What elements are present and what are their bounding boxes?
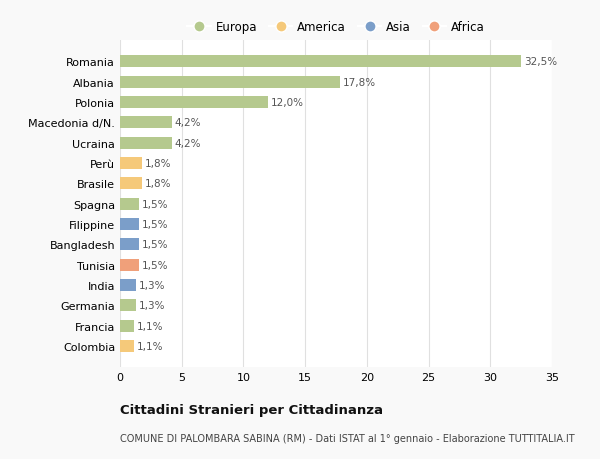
Text: 32,5%: 32,5% xyxy=(524,57,557,67)
Text: 1,5%: 1,5% xyxy=(142,260,168,270)
Text: 1,3%: 1,3% xyxy=(139,301,166,311)
Text: Cittadini Stranieri per Cittadinanza: Cittadini Stranieri per Cittadinanza xyxy=(120,403,383,416)
Text: 1,8%: 1,8% xyxy=(145,159,172,168)
Bar xyxy=(120,56,521,68)
Text: COMUNE DI PALOMBARA SABINA (RM) - Dati ISTAT al 1° gennaio - Elaborazione TUTTIT: COMUNE DI PALOMBARA SABINA (RM) - Dati I… xyxy=(120,433,575,442)
Text: 1,5%: 1,5% xyxy=(142,199,168,209)
Bar xyxy=(120,137,172,150)
Text: 1,1%: 1,1% xyxy=(137,321,163,331)
Text: 1,8%: 1,8% xyxy=(145,179,172,189)
Bar xyxy=(120,178,142,190)
Text: 12,0%: 12,0% xyxy=(271,98,304,108)
Text: 1,3%: 1,3% xyxy=(139,280,166,291)
Bar xyxy=(120,300,136,312)
Bar xyxy=(120,259,139,271)
Text: 17,8%: 17,8% xyxy=(343,78,376,88)
Text: 1,1%: 1,1% xyxy=(137,341,163,351)
Legend: Europa, America, Asia, Africa: Europa, America, Asia, Africa xyxy=(184,18,488,38)
Bar xyxy=(120,320,134,332)
Bar xyxy=(120,340,134,353)
Text: 4,2%: 4,2% xyxy=(175,139,202,148)
Bar xyxy=(120,280,136,291)
Text: 4,2%: 4,2% xyxy=(175,118,202,128)
Bar xyxy=(120,157,142,170)
Text: 1,5%: 1,5% xyxy=(142,219,168,230)
Bar xyxy=(120,76,340,89)
Text: 1,5%: 1,5% xyxy=(142,240,168,250)
Bar xyxy=(120,117,172,129)
Bar xyxy=(120,97,268,109)
Bar xyxy=(120,218,139,230)
Bar xyxy=(120,239,139,251)
Bar xyxy=(120,198,139,210)
